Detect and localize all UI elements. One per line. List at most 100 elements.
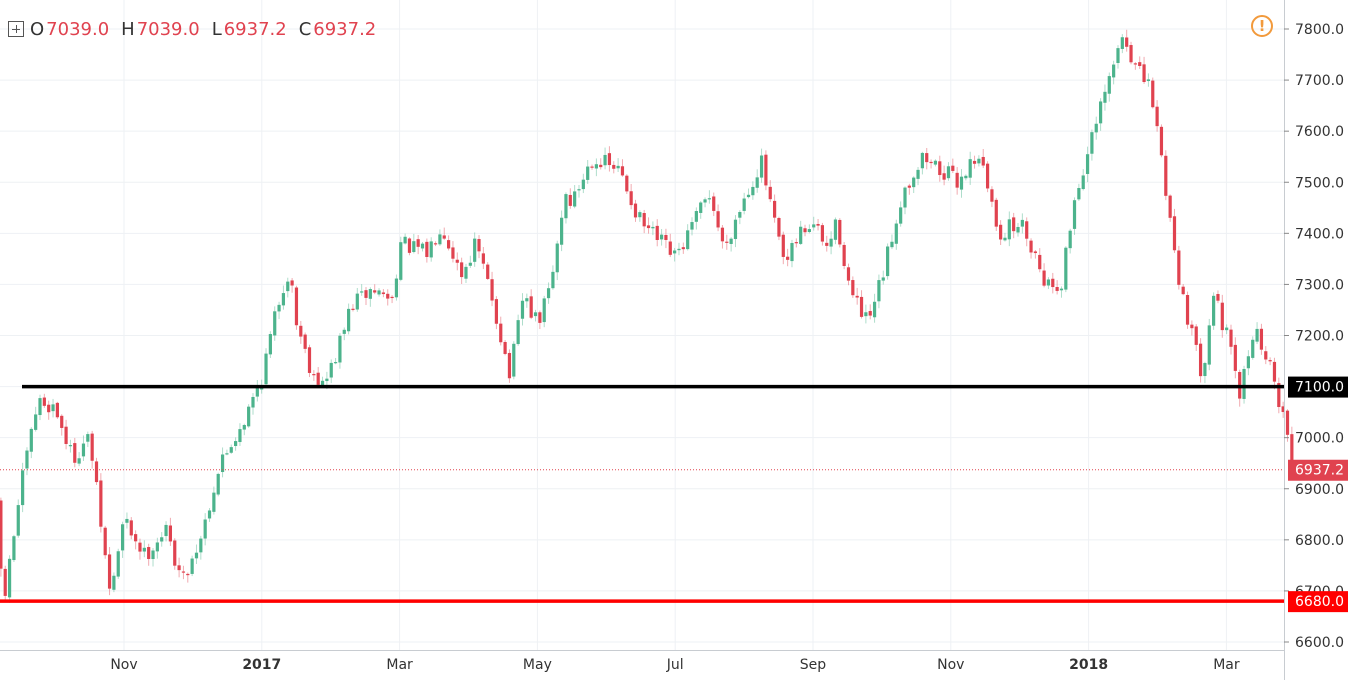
candle-body bbox=[342, 329, 346, 334]
candle-body bbox=[673, 250, 677, 254]
candle-body bbox=[833, 219, 838, 240]
candle bbox=[738, 210, 742, 225]
candle bbox=[586, 159, 590, 184]
candle bbox=[864, 304, 868, 324]
candle bbox=[486, 262, 490, 280]
candle-body bbox=[107, 554, 112, 589]
candle bbox=[916, 167, 920, 186]
candle bbox=[264, 348, 268, 388]
candle-body bbox=[294, 287, 299, 326]
candle-body bbox=[694, 211, 698, 222]
candle bbox=[625, 174, 629, 194]
candle bbox=[564, 192, 568, 224]
y-tick-label: 6600.0 bbox=[1295, 635, 1344, 651]
candle-body bbox=[646, 225, 651, 229]
candle-body bbox=[586, 166, 590, 180]
candle bbox=[138, 538, 142, 560]
y-tick-label: 7200.0 bbox=[1295, 329, 1344, 345]
candle bbox=[1255, 322, 1259, 345]
candle bbox=[151, 548, 155, 567]
candle bbox=[733, 215, 738, 248]
candle bbox=[1094, 116, 1098, 140]
candle bbox=[529, 289, 533, 320]
candle bbox=[972, 155, 977, 169]
candle bbox=[1038, 248, 1042, 273]
candle-body bbox=[551, 271, 555, 289]
candle-body bbox=[1216, 294, 1220, 301]
candle bbox=[851, 276, 855, 298]
candle bbox=[303, 332, 307, 354]
candle-body bbox=[703, 199, 707, 203]
candle-body bbox=[516, 320, 520, 345]
candle bbox=[751, 181, 755, 200]
candle bbox=[1103, 84, 1107, 111]
candle-body bbox=[129, 520, 133, 536]
candle bbox=[68, 439, 73, 453]
candle bbox=[490, 271, 494, 307]
candle bbox=[51, 398, 55, 418]
candle-body bbox=[281, 293, 286, 306]
candle-body bbox=[886, 246, 890, 277]
candle-body bbox=[972, 160, 977, 164]
candle bbox=[473, 232, 477, 267]
candle bbox=[177, 557, 181, 578]
candle bbox=[255, 379, 259, 402]
candle-body bbox=[1142, 64, 1146, 82]
candle bbox=[768, 180, 772, 203]
candle bbox=[985, 161, 990, 193]
candle-body bbox=[751, 186, 755, 196]
candle-body bbox=[286, 281, 290, 292]
candle-body bbox=[446, 240, 451, 249]
warning-icon[interactable]: ! bbox=[1251, 15, 1273, 37]
candle bbox=[933, 159, 938, 167]
candle-body bbox=[925, 153, 929, 163]
candle bbox=[120, 521, 125, 558]
candle-body bbox=[786, 256, 790, 260]
candle-body bbox=[920, 152, 924, 169]
candle-body bbox=[1181, 286, 1185, 295]
candle bbox=[1207, 318, 1211, 371]
candle bbox=[742, 192, 746, 215]
candle bbox=[407, 237, 412, 256]
candle bbox=[1268, 357, 1272, 366]
candle bbox=[0, 497, 3, 577]
candle-body bbox=[29, 428, 33, 452]
candle bbox=[1138, 56, 1142, 69]
expand-icon[interactable] bbox=[8, 21, 24, 37]
candle-body bbox=[855, 295, 859, 298]
candle bbox=[807, 224, 811, 234]
candle bbox=[581, 173, 585, 194]
candle-body bbox=[451, 247, 455, 259]
candle-body bbox=[803, 228, 807, 233]
candle-body bbox=[64, 426, 68, 444]
candle-body bbox=[307, 347, 312, 373]
x-tick-label: 2018 bbox=[1069, 657, 1108, 673]
high-value: 7039.0 bbox=[136, 18, 200, 40]
candle-body bbox=[216, 473, 220, 495]
candle-body bbox=[42, 397, 46, 406]
candle-body bbox=[390, 296, 394, 299]
candle-body bbox=[325, 378, 329, 382]
candle bbox=[99, 473, 103, 533]
candle-body bbox=[790, 243, 794, 262]
candle bbox=[1155, 100, 1159, 132]
candle bbox=[820, 222, 825, 246]
candle-body bbox=[677, 248, 681, 251]
candle bbox=[403, 233, 407, 245]
candle bbox=[73, 437, 77, 468]
candle bbox=[777, 216, 781, 241]
candle-body bbox=[464, 266, 468, 279]
candle bbox=[247, 404, 251, 428]
y-tick-label: 7800.0 bbox=[1295, 22, 1344, 38]
candle-body bbox=[699, 202, 703, 213]
candle bbox=[1168, 194, 1172, 222]
candle-body bbox=[1042, 270, 1046, 286]
candle-body bbox=[659, 234, 664, 240]
candle bbox=[1042, 263, 1046, 288]
candle bbox=[516, 314, 520, 346]
candle bbox=[273, 306, 277, 341]
candle bbox=[759, 148, 764, 183]
candle-body bbox=[955, 172, 959, 188]
